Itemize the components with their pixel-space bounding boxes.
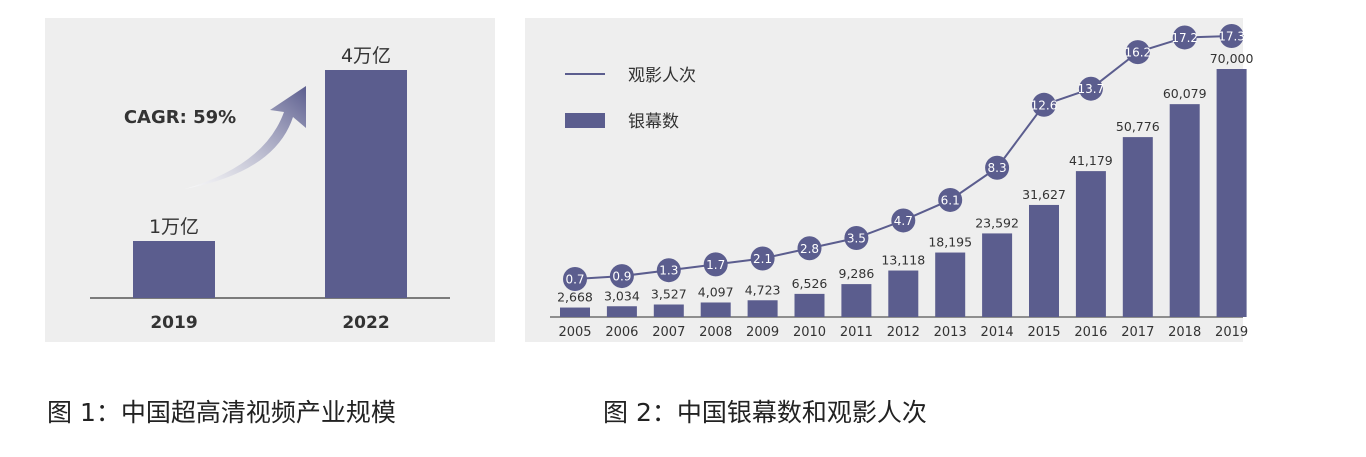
screen-label-2012: 13,118 [881,253,925,268]
x-tick-2015: 2015 [1027,325,1060,340]
growth-arrow-icon [185,86,306,189]
x-tick-2007: 2007 [652,325,685,340]
screen-bar-2008 [700,302,731,317]
x-tick-2012: 2012 [887,325,920,340]
screen-label-2016: 41,179 [1069,153,1113,168]
screen-bar-2010 [794,293,825,317]
bar-2022 [325,70,407,298]
screen-bar-2015 [1029,204,1059,317]
value-label-2022: 4万亿 [341,45,391,67]
x-tick-2022: 2022 [342,313,389,333]
screen-bar-2014 [982,233,1013,317]
screen-label-2008: 4,097 [698,284,734,299]
screen-label-2006: 3,034 [604,288,640,303]
screen-bar-2007 [653,304,684,317]
screen-label-2010: 6,526 [792,276,828,291]
audience-marker-2019 [1219,24,1244,48]
audience-label-2010: 2.8 [800,242,819,256]
audience-label-2008: 1.7 [706,258,725,272]
x-tick-2013: 2013 [934,325,967,340]
figure-1-caption: 图 1：中国超高清视频产业规模 [47,398,396,427]
value-label-2019: 1万亿 [149,216,199,238]
audience-label-2018: 17.2 [1171,31,1198,45]
audience-marker-2012 [891,208,916,233]
x-tick-2019: 2019 [1215,325,1248,340]
audience-marker-2016 [1078,76,1103,101]
audience-marker-2005 [563,267,587,291]
screen-bar-2012 [888,270,919,317]
audience-label-2019: 17.3 [1218,30,1245,44]
audience-marker-2011 [844,226,869,251]
screen-label-2018: 60,079 [1163,86,1207,101]
audience-label-2011: 3.5 [847,232,866,246]
audience-label-2017: 16.2 [1124,46,1151,60]
legend-bar-swatch [565,113,605,128]
audience-label-2013: 6.1 [941,193,960,207]
screen-bar-2017 [1122,137,1153,317]
audience-marker-2018 [1172,25,1197,50]
legend-audience-label: 观影人次 [628,66,696,86]
screen-label-2014: 23,592 [975,215,1019,230]
x-tick-2011: 2011 [840,325,873,340]
x-tick-2017: 2017 [1121,325,1154,340]
audience-marker-2014 [985,155,1010,180]
audience-label-2016: 13.7 [1078,82,1105,96]
audience-marker-2006 [609,264,634,289]
screen-label-2005: 2,668 [557,290,593,305]
screen-bar-2019 [1216,69,1247,317]
audience-marker-2010 [797,236,822,261]
audience-marker-2013 [938,187,963,212]
x-tick-2009: 2009 [746,325,779,340]
audience-marker-2015 [1032,92,1056,117]
audience-label-2015: 12.6 [1031,98,1058,112]
legend-screens-label: 银幕数 [628,112,679,132]
scale-chart-panel [45,18,495,342]
screen-label-2019: 70,000 [1210,51,1254,66]
screen-label-2017: 50,776 [1116,119,1160,134]
screen-bar-2006 [606,306,637,317]
audience-marker-2009 [750,246,775,271]
screen-label-2015: 31,627 [1022,187,1066,202]
x-tick-2005: 2005 [558,325,591,340]
x-tick-2006: 2006 [605,325,638,340]
figure-2-caption: 图 2：中国银幕数和观影人次 [603,398,927,427]
audience-label-2009: 2.1 [753,252,772,266]
audience-marker-2017 [1125,40,1150,65]
screen-bar-2013 [935,252,966,317]
audience-label-2006: 0.9 [612,270,631,284]
x-tick-2014: 2014 [981,325,1014,340]
screen-label-2011: 9,286 [839,266,875,281]
cagr-annotation: CAGR: 59% [124,107,236,128]
screen-bar-2011 [841,284,872,317]
screen-bar-2016 [1075,171,1106,317]
screen-bar-2005 [560,307,590,317]
audience-marker-2008 [703,252,728,277]
screen-label-2013: 18,195 [928,235,972,250]
audience-marker-2007 [656,258,681,283]
audience-label-2014: 8.3 [988,161,1007,175]
screen-label-2007: 3,527 [651,287,687,302]
bar-2019 [133,241,215,298]
audience-label-2005: 0.7 [565,273,584,287]
x-tick-2019: 2019 [150,313,197,333]
audience-label-2007: 1.3 [659,264,678,278]
screen-bar-2009 [747,300,778,317]
screen-bar-2018 [1169,104,1200,318]
x-tick-2008: 2008 [699,325,732,340]
screen-label-2009: 4,723 [745,282,781,297]
x-tick-2010: 2010 [793,325,826,340]
audience-label-2012: 4.7 [894,214,913,228]
x-tick-2018: 2018 [1168,325,1201,340]
x-tick-2016: 2016 [1074,325,1107,340]
